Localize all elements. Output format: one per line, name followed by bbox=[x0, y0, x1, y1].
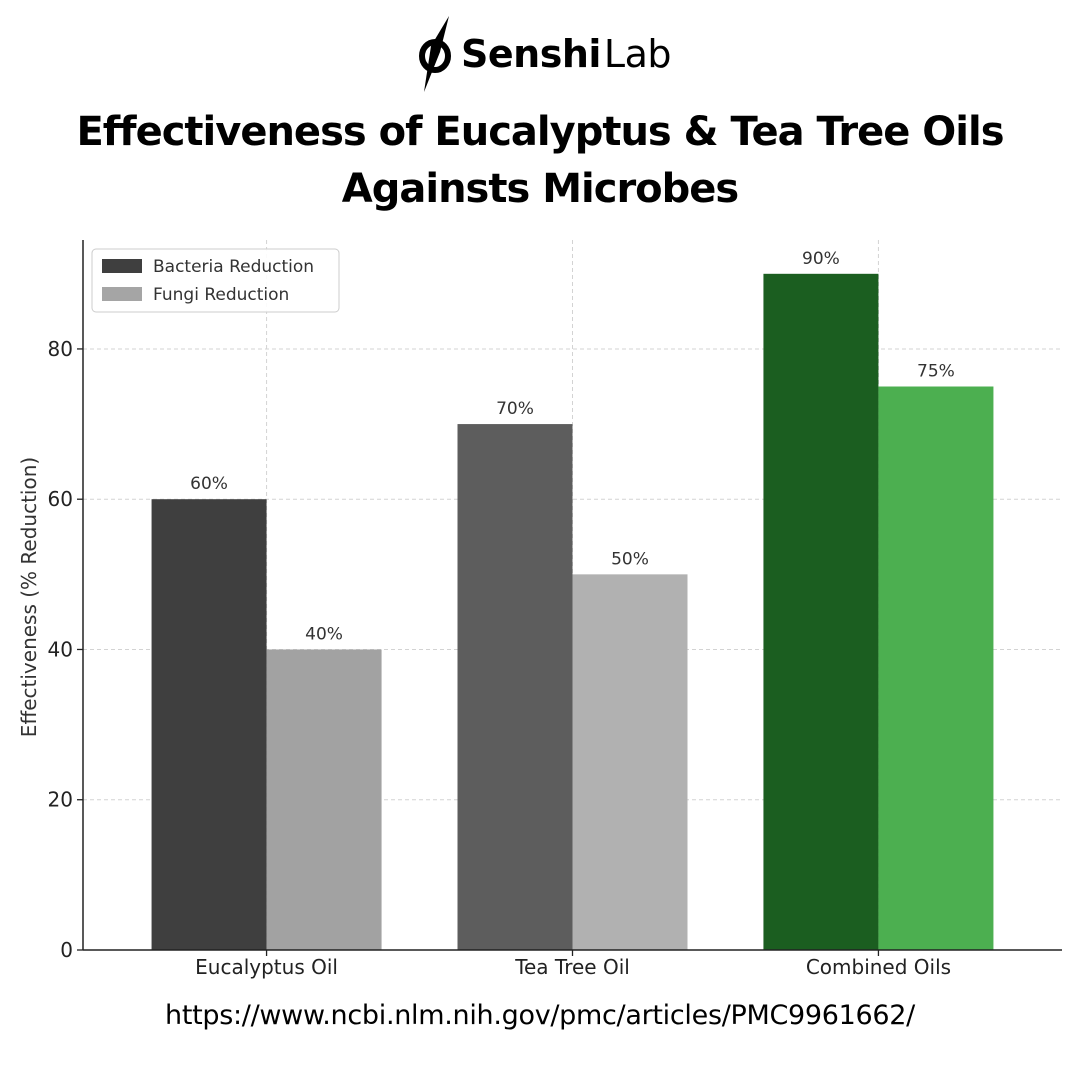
brand-header: SenshiLab bbox=[0, 14, 1080, 94]
legend-swatch bbox=[102, 259, 142, 273]
chart-data-labels: 60% 40% 70% 50% 90% 75% bbox=[190, 249, 955, 645]
y-tick-label: 0 bbox=[60, 938, 73, 962]
title-line-2: Againsts Microbes bbox=[341, 166, 739, 212]
legend-swatch bbox=[102, 287, 142, 301]
brand-name-bold: Senshi bbox=[461, 32, 601, 76]
bar bbox=[151, 499, 267, 950]
brand-name-light: Lab bbox=[603, 32, 672, 76]
legend-box bbox=[91, 248, 340, 313]
y-tick-label: 80 bbox=[48, 337, 73, 361]
data-label: 60% bbox=[190, 474, 228, 494]
source-url[interactable]: https://www.ncbi.nlm.nih.gov/pmc/article… bbox=[165, 1000, 915, 1031]
data-label: 70% bbox=[496, 399, 534, 419]
senshi-logo-icon bbox=[419, 16, 452, 92]
legend-label: Fungi Reduction bbox=[153, 285, 289, 305]
x-tick-label: Combined Oils bbox=[806, 955, 951, 979]
title-line-1: Effectiveness of Eucalyptus & Tea Tree O… bbox=[76, 109, 1004, 155]
chart-legend: Bacteria Reduction Fungi Reduction bbox=[91, 248, 340, 313]
bar bbox=[763, 273, 879, 950]
data-label: 75% bbox=[917, 362, 955, 382]
bar bbox=[266, 649, 382, 950]
page-title: Effectiveness of Eucalyptus & Tea Tree O… bbox=[0, 104, 1080, 218]
y-axis-label: Effectiveness (% Reduction) bbox=[17, 457, 41, 737]
legend-label: Bacteria Reduction bbox=[153, 257, 314, 277]
brand-name: SenshiLab bbox=[461, 32, 671, 76]
bar bbox=[878, 386, 994, 950]
chart-bars bbox=[151, 273, 994, 950]
data-label: 40% bbox=[305, 624, 343, 644]
bar-chart: 0 20 40 60 80 Eucalyptus Oil Tea Tree Oil Combi… bbox=[17, 240, 1062, 979]
bar bbox=[572, 574, 688, 950]
y-tick-label: 20 bbox=[48, 788, 73, 812]
data-label: 90% bbox=[802, 249, 840, 269]
data-label: 50% bbox=[611, 549, 649, 569]
y-tick-label: 40 bbox=[48, 637, 73, 661]
x-tick-label: Tea Tree Oil bbox=[514, 955, 630, 979]
bar bbox=[457, 424, 573, 950]
chart-axes: 0 20 40 60 80 Eucalyptus Oil Tea Tree Oil Combi… bbox=[17, 240, 1062, 979]
y-tick-label: 60 bbox=[48, 487, 73, 511]
x-tick-label: Eucalyptus Oil bbox=[195, 955, 338, 979]
